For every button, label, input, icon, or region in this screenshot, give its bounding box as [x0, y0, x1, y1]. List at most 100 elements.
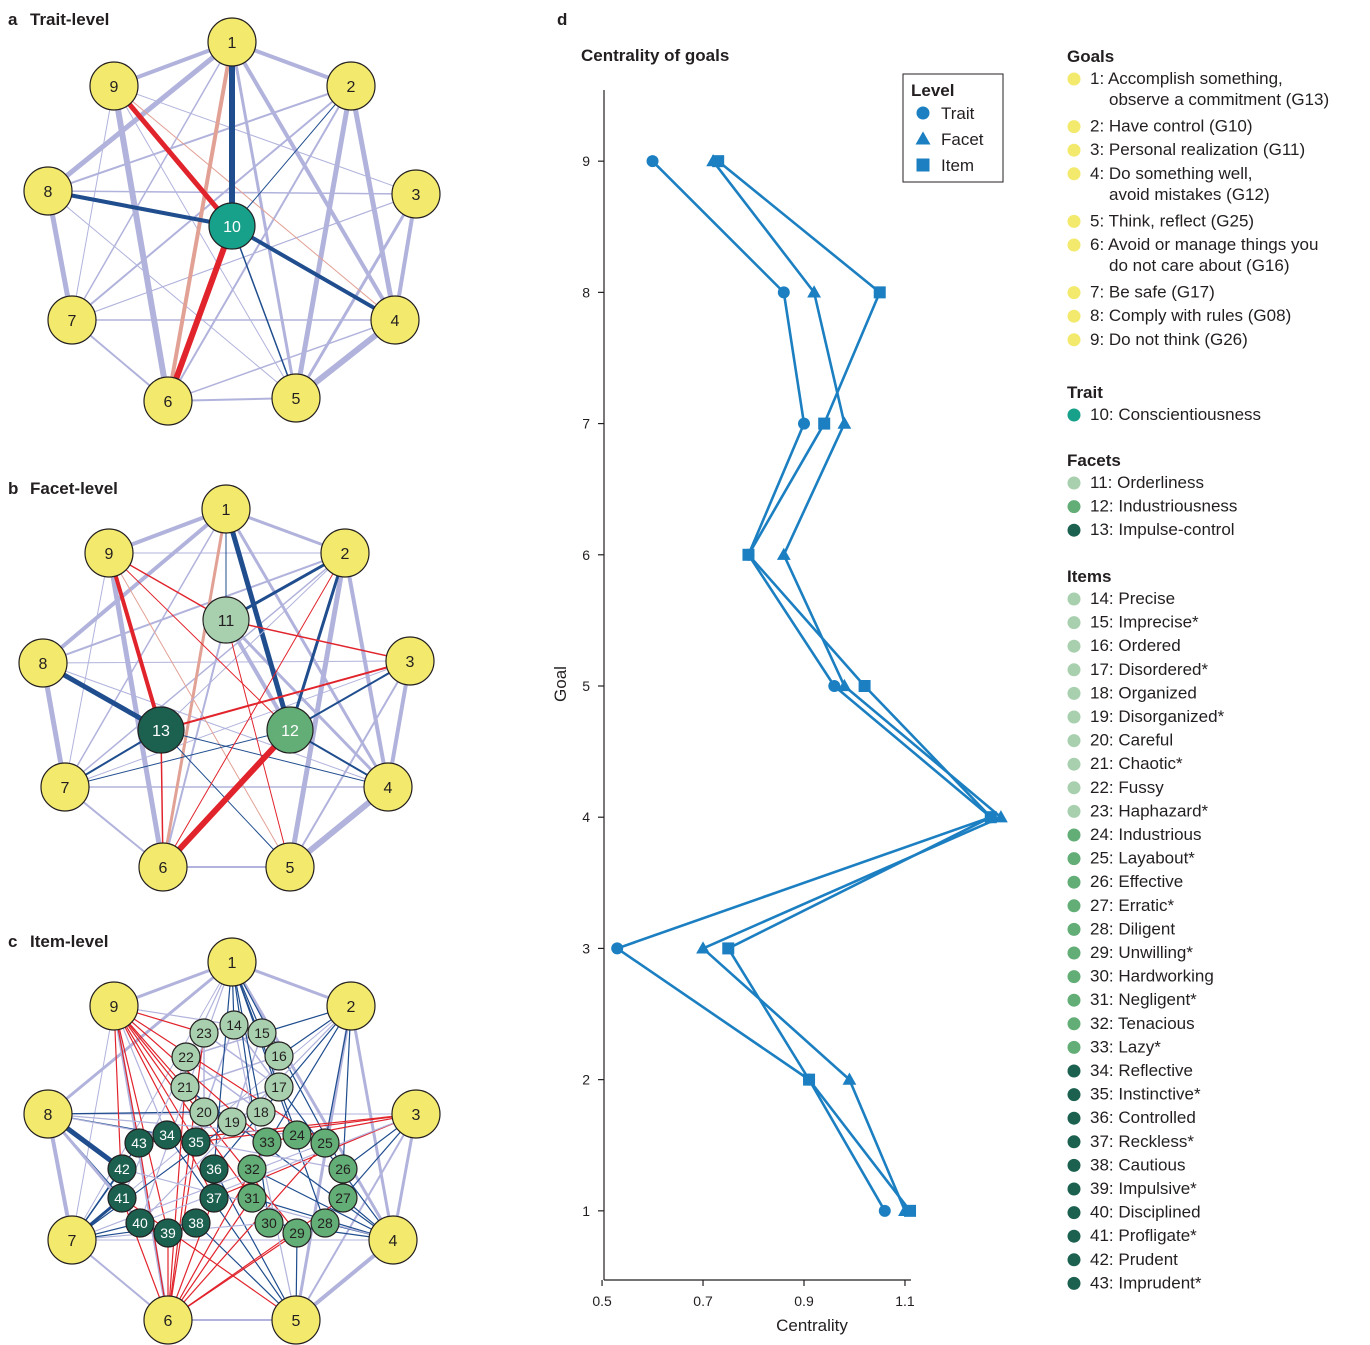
key-item-label: 27: Erratic* [1090, 896, 1174, 915]
key-item-label: 30: Hardworking [1090, 967, 1214, 986]
network-node: 6 [138, 842, 188, 892]
network-edge [184, 1055, 280, 1088]
key-section: Goals 1: Accomplish something, observe a c… [1067, 47, 1329, 349]
key-item: 2: Have control (G10) [1067, 117, 1253, 136]
node-circle [47, 1215, 97, 1265]
trait-level-network: 1 2 3 4 5 6 7 8 9 10 [23, 17, 441, 426]
node-circle [189, 1097, 219, 1127]
key-swatch [1067, 804, 1081, 818]
node-circle [310, 1128, 340, 1158]
network-edge [160, 552, 346, 731]
network-node: 38 [181, 1208, 211, 1238]
key-item: 14: Precise [1067, 589, 1175, 608]
network-edge [113, 1005, 326, 1144]
key-swatch [1067, 970, 1081, 984]
node-label: 5 [292, 1313, 301, 1330]
network-edge [230, 960, 395, 1242]
node-label: 17 [271, 1079, 287, 1095]
x-axis-label: Centrality [776, 1316, 848, 1335]
key-swatch [1067, 1017, 1081, 1031]
node-circle [370, 295, 420, 345]
network-edge [64, 729, 291, 788]
node-circle [247, 1018, 277, 1048]
network-edge [185, 1056, 262, 1113]
node-label: 25 [317, 1135, 333, 1151]
key-swatch [1067, 1088, 1081, 1102]
node-label: 42 [114, 1161, 130, 1177]
node-circle [47, 295, 97, 345]
node-label: 27 [335, 1190, 351, 1206]
network-edge [224, 618, 390, 789]
key-item-label: 39: Impulsive* [1090, 1179, 1197, 1198]
key-item-label: 3: Personal realization (G11) [1090, 140, 1305, 159]
network-edge [161, 507, 228, 869]
key-item-label: 40: Disciplined [1090, 1203, 1201, 1222]
key-section-title: Goals [1067, 47, 1114, 66]
network-node: 2 [326, 981, 376, 1031]
node-label: 8 [44, 1107, 53, 1124]
node-circle [282, 1120, 312, 1150]
key-item: 5: Think, reflect (G25) [1067, 211, 1254, 230]
node-circle [326, 981, 376, 1031]
node-circle [271, 1295, 321, 1345]
network-edge [348, 83, 398, 323]
network-edge [42, 660, 411, 664]
network-edge [107, 551, 163, 732]
key-swatch [1067, 1135, 1081, 1149]
key-swatch [1067, 852, 1081, 866]
key-item: 43: Imprudent* [1067, 1273, 1202, 1292]
key-item: 13: Impulse-control [1067, 520, 1235, 539]
network-node: 3 [391, 1089, 441, 1139]
key-item: 33: Lazy* [1067, 1037, 1161, 1056]
chart-legend-item: Item [916, 156, 974, 175]
node-circle [152, 1120, 182, 1150]
network-edge [64, 552, 346, 788]
network-node: 9 [89, 61, 139, 111]
key-swatch [1067, 663, 1081, 677]
node-circle [202, 596, 250, 644]
network-node: 4 [363, 762, 413, 812]
node-circle [264, 1072, 294, 1102]
key-swatch [1067, 1182, 1081, 1196]
key-item-label: 23: Haphazard* [1090, 801, 1209, 820]
key-item: 11: Orderliness [1067, 473, 1204, 492]
node-label: 35 [188, 1134, 204, 1150]
key-item: 22: Fussy [1067, 778, 1164, 797]
data-point [994, 810, 1008, 823]
network-node: 4 [368, 1215, 418, 1265]
node-circle [171, 1042, 201, 1072]
node-circle [219, 1010, 249, 1040]
node-label: 28 [317, 1215, 333, 1231]
node-circle [328, 1154, 358, 1184]
key-item-label: 8: Comply with rules (G08) [1090, 306, 1291, 325]
node-label: 14 [226, 1017, 242, 1033]
node-label: 4 [389, 1233, 398, 1250]
data-point [818, 417, 831, 430]
network-node: 5 [271, 373, 321, 423]
key-swatch [1067, 309, 1081, 323]
key-swatch [1067, 875, 1081, 889]
node-label: 2 [341, 546, 350, 563]
key-item-label: 26: Effective [1090, 872, 1183, 891]
key-swatch [1067, 686, 1081, 700]
chart-axes: 0.5 0.7 0.9 1.1 1 2 3 4 5 6 7 8 9 [582, 90, 915, 1309]
node-circle [363, 762, 413, 812]
node-circle [265, 842, 315, 892]
series-trait [611, 155, 997, 1217]
key-swatch [1067, 734, 1081, 748]
network-node: 3 [391, 169, 441, 219]
network-edge [225, 619, 291, 868]
network-edge [343, 551, 390, 789]
node-label: 34 [159, 1127, 175, 1143]
network-edge [71, 85, 115, 321]
network-edge [46, 189, 234, 228]
key-item: 32: Tenacious [1067, 1014, 1195, 1033]
x-tick-label: 0.5 [592, 1293, 612, 1309]
key-item-label: 13: Impulse-control [1090, 520, 1235, 539]
data-point [722, 942, 735, 955]
network-edge [42, 552, 346, 664]
key-swatch [1067, 1040, 1081, 1054]
node-circle [391, 1089, 441, 1139]
node-circle [237, 1183, 267, 1213]
key-swatch [1067, 757, 1081, 771]
